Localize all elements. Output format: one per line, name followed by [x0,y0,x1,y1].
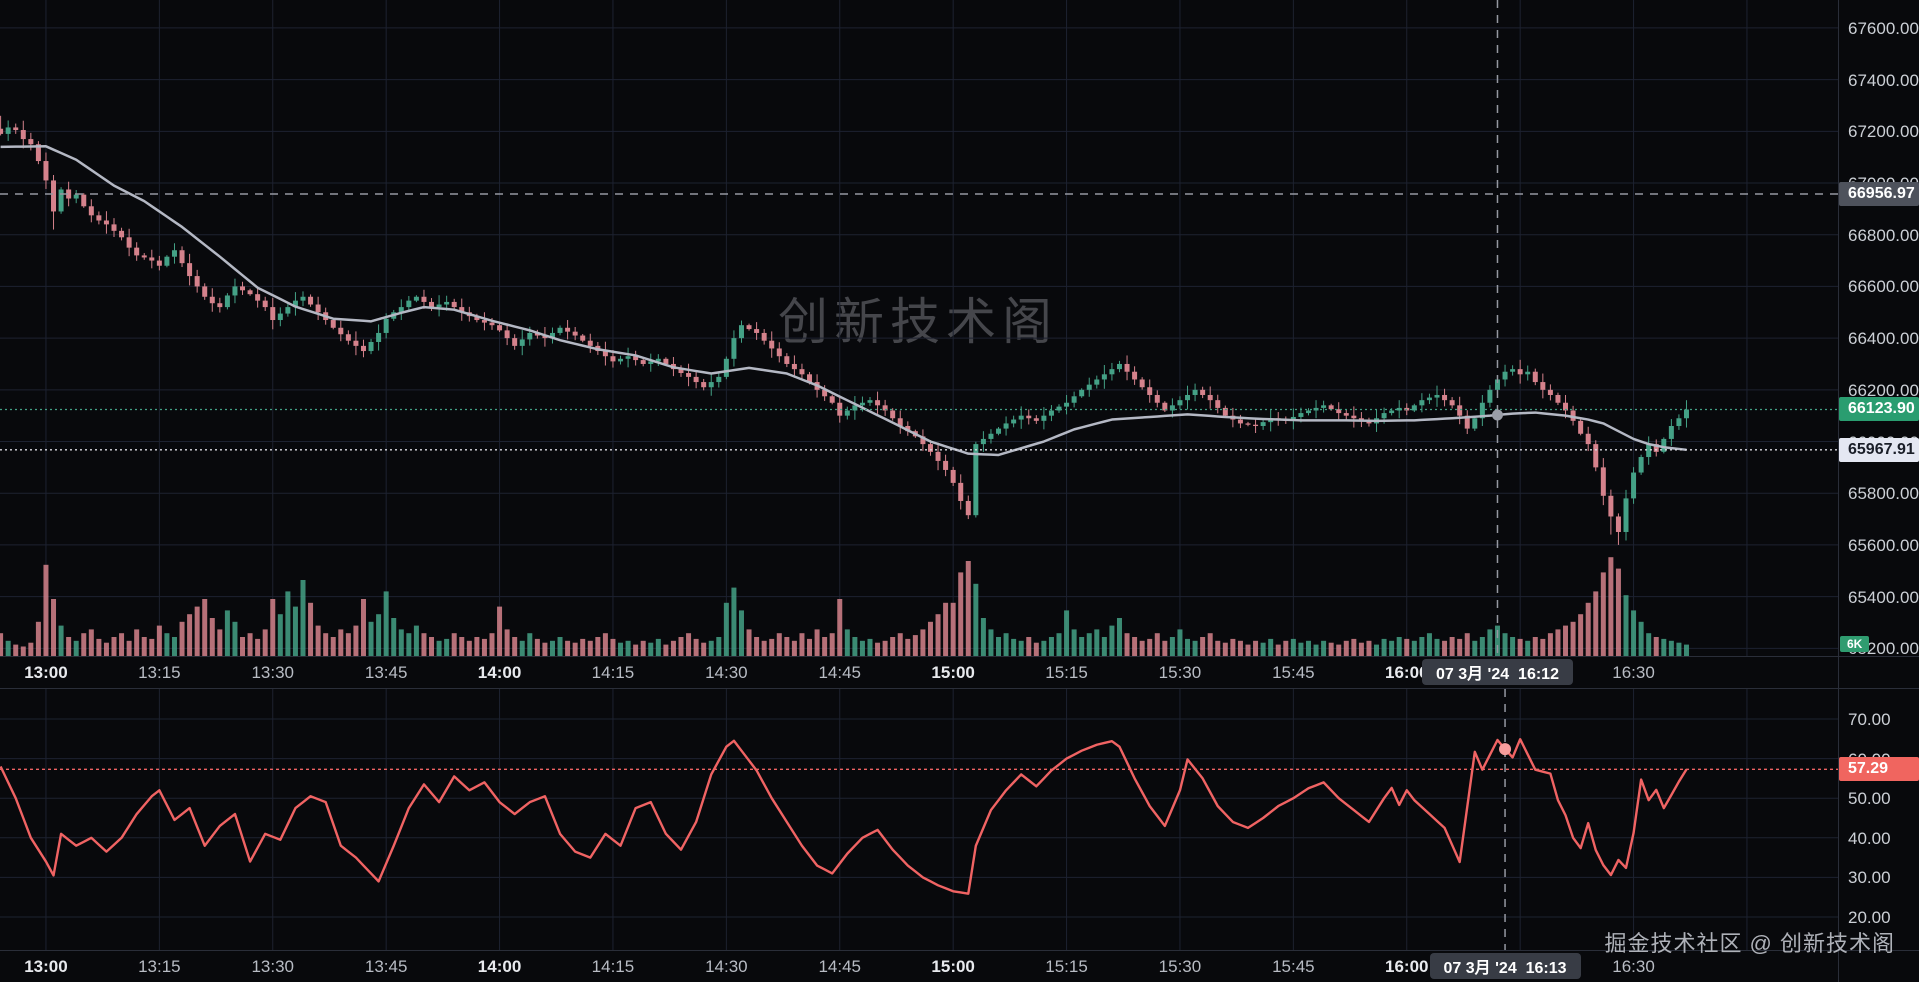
time-tick-label: 15:00 [931,957,975,976]
time-tick-label: 14:15 [591,663,635,682]
time-tick-label: 14:45 [818,957,862,976]
time-tick-label: 14:00 [477,663,522,682]
crosshair-time-badge-main: 07 3月 '24 16:12 [1421,659,1573,685]
rsi-tick-label: 50.00 [1848,789,1891,809]
rsi-tick-label: 20.00 [1848,908,1891,927]
rsi-tick-label: 30.00 [1848,868,1891,888]
price-tick-label: 66600.00 [1848,277,1919,297]
price-tick-label: 67200.00 [1848,122,1919,142]
crosshair [0,0,1838,950]
candlestick-series [0,115,1689,545]
time-tick-label: 13:00 [24,663,68,682]
rsi-value-badge: 57.29 [1839,757,1919,782]
time-tick-label: 15:15 [1045,663,1088,682]
time-tick-label: 13:45 [364,663,408,682]
value-lines [0,408,1838,770]
time-tick-label: 15:00 [931,663,975,682]
time-tick-label: 16:00 [1385,957,1429,976]
time-tick-label: 13:00 [24,957,68,976]
price-tick-label: 67400.00 [1848,70,1919,90]
time-tick-label: 16:30 [1612,663,1655,682]
time-tick-label: 15:30 [1158,663,1202,682]
time-tick-label: 15:45 [1272,957,1315,976]
time-tick-label: 15:30 [1158,957,1202,976]
price-tick-label: 66400.00 [1848,329,1919,349]
crosshair-price-badge: 66956.97 [1839,182,1919,206]
time-tick-label: 13:30 [251,957,295,976]
time-tick-label: 15:15 [1045,957,1088,976]
time-tick-label: 16:30 [1612,957,1655,976]
price-tick-label: 66200.00 [1848,380,1919,400]
volume-series [0,557,1689,656]
rsi-line [0,737,1688,895]
time-tick-label: 16:00 [1385,663,1429,682]
watermark: 创新技术阁 [778,294,1058,350]
last-price-badge: 66123.90 [1839,397,1919,422]
price-tick-label: 66800.00 [1848,225,1919,245]
time-tick-label: 13:45 [364,957,408,976]
time-tick-label: 14:30 [705,957,748,976]
gridlines [0,0,1838,950]
time-tick-label: 13:15 [138,663,181,682]
crosshair-time-badge-rsi: 07 3月 '24 16:13 [1429,953,1581,979]
time-tick-label: 14:45 [818,663,862,682]
rsi-tick-label: 40.00 [1848,828,1891,848]
credit-text: 掘金技术社区 @ 创新技术阁 [1604,931,1895,956]
ma-crosshair-dot [1491,409,1503,421]
time-tick-label: 15:45 [1272,663,1315,682]
time-tick-label: 14:15 [591,957,635,976]
rsi-crosshair-dot [1499,743,1512,756]
ma-price-badge: 65967.91 [1839,437,1919,462]
time-tick-label: 14:00 [477,957,522,976]
volume-axis-badge: 6K [1840,635,1870,652]
time-tick-label: 13:15 [138,957,181,976]
rsi-tick-label: 70.00 [1848,710,1891,729]
time-tick-label: 13:30 [251,663,295,682]
price-tick-label: 65800.00 [1848,484,1919,504]
time-tick-label: 14:30 [705,663,748,682]
price-tick-label: 67600.00 [1848,18,1919,38]
price-tick-label: 65600.00 [1848,535,1919,555]
ma-line [0,145,1687,457]
price-tick-label: 65400.00 [1848,587,1919,607]
